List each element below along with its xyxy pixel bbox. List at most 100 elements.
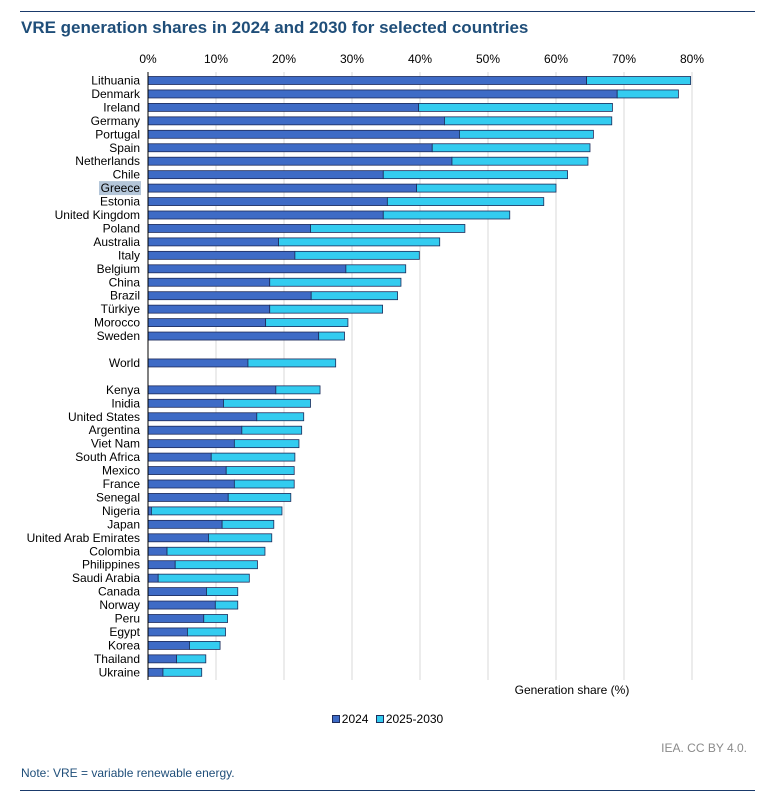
category-label-united-states: United States [68, 410, 140, 424]
bar-2030-belgium [345, 264, 407, 274]
category-label-estonia: Estonia [100, 195, 140, 209]
bar-2024-chile [147, 170, 384, 180]
bar-2030-ireland [418, 103, 613, 112]
category-label-norway: Norway [99, 598, 140, 612]
category-label-peru: Peru [115, 612, 140, 626]
bar-2024-nigeria [147, 506, 152, 516]
category-label-colombia: Colombia [89, 544, 140, 558]
category-label-australia: Australia [93, 235, 140, 249]
category-label-lithuania: Lithuania [91, 74, 140, 88]
x-axis-label: Generation share (%) [515, 683, 630, 697]
legend-label-2024: 2024 [341, 712, 369, 726]
bar-2030-philippines [174, 560, 258, 570]
category-label-sweden: Sweden [97, 329, 140, 343]
bar-2024-poland [147, 224, 311, 233]
category-label-viet-nam: Viet Nam [91, 437, 140, 451]
bar-2030-united-kingdom [382, 210, 511, 220]
bar-2030-canada [206, 587, 239, 596]
bar-2024-peru [147, 614, 205, 623]
bar-2030-spain [431, 143, 591, 153]
category-label-france: France [103, 477, 141, 491]
bar-2030-morocco [265, 318, 349, 328]
bar-2030-japan [221, 519, 275, 529]
x-tick-label: 50% [476, 52, 500, 66]
bar-2030-poland [310, 224, 466, 233]
category-label-brazil: Brazil [110, 289, 140, 303]
category-label-ukraine: Ukraine [99, 665, 141, 679]
credit: IEA. CC BY 4.0. [661, 741, 747, 755]
category-label-nigeria: Nigeria [102, 504, 140, 518]
bar-2030-greece [416, 183, 557, 193]
bar-2024-netherlands [147, 156, 453, 166]
bar-2030-denmark [616, 89, 679, 99]
bar-2024-korea [147, 641, 190, 650]
bar-2030-kenya [275, 385, 321, 395]
bar-2024-egypt [147, 627, 188, 637]
bar-2024-sweden [147, 331, 320, 341]
bar-2024-thailand [147, 654, 177, 664]
bar-2024-australia [147, 237, 279, 247]
bar-2030-france [233, 479, 295, 489]
category-label-egypt: Egypt [109, 625, 140, 639]
bar-2030-chile [382, 170, 568, 180]
category-label-south-africa: South Africa [75, 450, 140, 464]
bar-2024-france [147, 479, 235, 489]
x-tick-label: 30% [340, 52, 364, 66]
category-label-philippines: Philippines [82, 558, 140, 572]
bar-2030-italy [294, 250, 420, 260]
bar-2030-mexico [225, 466, 295, 475]
bar-2024-norway [147, 600, 216, 610]
category-label-mexico: Mexico [102, 464, 140, 478]
bar-2024-canada [147, 587, 207, 596]
bar-2024-china [147, 277, 271, 287]
category-label-korea: Korea [108, 638, 140, 652]
legend-item-2030: 2025-2030 [375, 712, 444, 726]
category-label-portugal: Portugal [95, 127, 140, 141]
bar-2024-united-arab-emirates [147, 533, 209, 543]
category-label-morocco: Morocco [94, 316, 140, 330]
bar-2030-thailand [176, 654, 207, 664]
bar-2030-world [247, 358, 337, 368]
bar-2030-united-states [256, 412, 305, 422]
bar-2024-italy [147, 250, 296, 260]
legend-label-2030: 2025-2030 [385, 712, 444, 726]
bar-2030-sweden [318, 331, 345, 341]
bar-2024-inidia [147, 398, 224, 408]
top-rule [20, 11, 755, 12]
bar-2030-australia [278, 237, 441, 247]
bar-2024-portugal [147, 129, 460, 139]
bar-2030-lithuania [586, 76, 692, 85]
category-highlight [99, 181, 141, 196]
bar-2024-t-rkiye [147, 304, 271, 314]
bar-2030-inidia [223, 398, 311, 408]
category-label-chile: Chile [113, 168, 141, 182]
bar-2024-kenya [147, 385, 277, 395]
bar-2024-spain [147, 143, 433, 153]
category-label-argentina: Argentina [89, 423, 141, 437]
x-tick-label: 20% [272, 52, 296, 66]
x-tick-label: 60% [544, 52, 568, 66]
category-label-united-kingdom: United Kingdom [55, 208, 140, 222]
category-label-inidia: Inidia [111, 396, 140, 410]
bar-2030-korea [189, 641, 221, 650]
bar-2024-mexico [147, 466, 227, 475]
bar-2030-portugal [459, 129, 594, 139]
category-label-t-rkiye: Türkiye [101, 302, 141, 316]
bar-2030-brazil [310, 291, 398, 301]
category-label-belgium: Belgium [97, 262, 140, 276]
legend-swatch-2030 [375, 715, 384, 723]
bar-2024-greece [147, 183, 418, 193]
bar-2024-japan [147, 519, 223, 529]
category-label-united-arab-emirates: United Arab Emirates [27, 531, 140, 545]
bar-2024-ukraine [147, 667, 164, 677]
bar-2024-argentina [147, 425, 243, 435]
category-label-germany: Germany [91, 114, 140, 128]
category-label-thailand: Thailand [94, 652, 140, 666]
bar-2030-argentina [241, 425, 303, 435]
bar-2024-estonia [147, 197, 388, 206]
category-label-canada: Canada [98, 585, 140, 599]
bar-2024-united-kingdom [147, 210, 384, 220]
bar-2024-senegal [147, 493, 229, 502]
chart-title: VRE generation shares in 2024 and 2030 f… [21, 18, 529, 37]
category-label-saudi-arabia: Saudi Arabia [72, 571, 140, 585]
